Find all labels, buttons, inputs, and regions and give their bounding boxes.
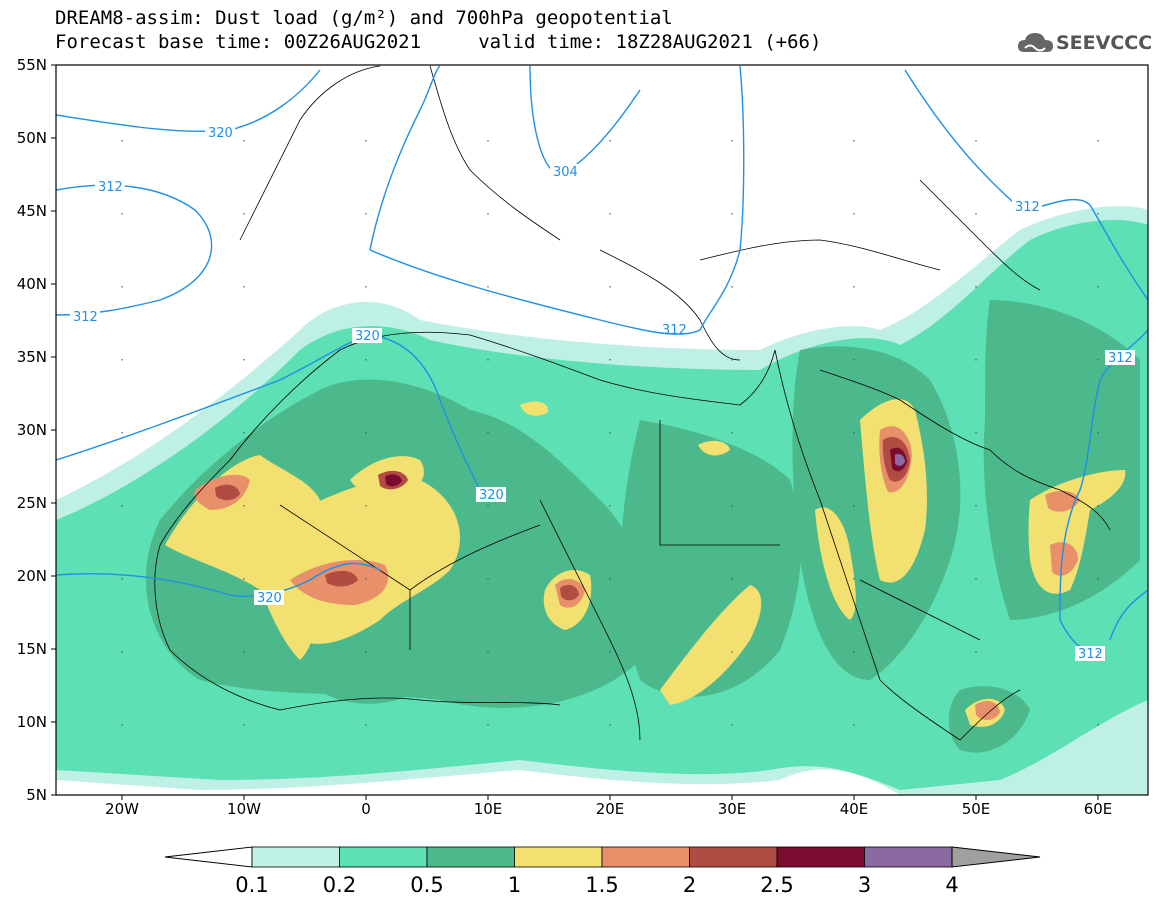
lat-tick-label: 50N (17, 129, 47, 147)
map-title-line1: DREAM8-assim: Dust load (g/m²) and 700hP… (55, 7, 673, 29)
colorbar: 0.1 0.2 0.5 1 1.5 2 2.5 3 4 (164, 846, 1041, 897)
contour-label: 312 (1078, 647, 1103, 662)
lat-tick-label: 35N (17, 348, 47, 366)
contour-label: 312 (73, 310, 98, 325)
lon-tick-label: 10W (227, 800, 261, 818)
contour-label: 312 (662, 323, 687, 338)
lat-tick-label: 40N (17, 275, 47, 293)
seevccc-logo: SEEVCCC (1016, 28, 1156, 58)
colorbar-label: 2 (683, 873, 696, 897)
lat-tick-label: 55N (17, 56, 47, 74)
lon-tick-label: 20E (596, 800, 625, 818)
colorbar-label: 2.5 (760, 873, 793, 897)
colorbar-label: 1 (508, 873, 521, 897)
colorbar-label: 0.2 (323, 873, 356, 897)
contour-label: 312 (98, 180, 123, 195)
dust-level-3 (895, 453, 905, 466)
colorbar-label: 1.5 (585, 873, 618, 897)
colorbar-bin (864, 846, 953, 868)
colorbar-bin (251, 846, 340, 868)
colorbar-upper-arrow (951, 846, 1041, 868)
contour-label: 304 (553, 165, 578, 180)
contour-label: 320 (208, 126, 233, 141)
colorbar-label: 4 (945, 873, 958, 897)
lat-tick-label: 5N (26, 786, 47, 804)
colorbar-label: 3 (858, 873, 871, 897)
coastlines (154, 65, 1111, 741)
lat-tick-label: 15N (17, 640, 47, 658)
lon-tick-label: 40E (840, 800, 869, 818)
colorbar-label: 0.1 (235, 873, 268, 897)
lat-tick-label: 10N (17, 713, 47, 731)
lon-tick-label: 50E (962, 800, 991, 818)
lat-tick-label: 20N (17, 567, 47, 585)
lon-tick-label: 10E (474, 800, 503, 818)
contour-label: 312 (1015, 200, 1040, 215)
lat-tick-label: 45N (17, 202, 47, 220)
lon-tick-label: 20W (105, 800, 139, 818)
lat-tick-label: 25N (17, 494, 47, 512)
contour-label: 312 (1108, 351, 1133, 366)
latitude-axis: 55N 50N 45N 40N 35N 30N 25N 20N 15N 10N 5N (17, 56, 56, 804)
dust-field (56, 206, 1148, 795)
lon-tick-label: 30E (718, 800, 747, 818)
colorbar-bin (339, 846, 428, 868)
contour-label: 320 (479, 488, 504, 503)
lon-tick-label: 0 (361, 800, 371, 818)
geopotential-contours (56, 65, 1148, 651)
colorbar-bin (601, 846, 690, 868)
longitude-axis: 20W 10W 0 10E 20E 30E 40E 50E 60E (105, 140, 1112, 818)
colorbar-bin (514, 846, 603, 868)
map-title-line2: Forecast base time: 00Z26AUG2021 valid t… (55, 31, 822, 53)
colorbar-bin (689, 846, 778, 868)
lon-tick-label: 60E (1084, 800, 1113, 818)
logo-text: SEEVCCC (1056, 32, 1153, 54)
contour-label: 320 (257, 591, 282, 606)
contour-label-group: 320 312 312 304 312 312 320 320 320 312 … (70, 125, 1135, 662)
contour-label: 320 (355, 329, 380, 344)
cloud-icon (1018, 33, 1053, 52)
colorbar-lower-arrow (164, 846, 253, 868)
colorbar-bin (776, 846, 865, 868)
colorbar-bin (426, 846, 515, 868)
lat-tick-label: 30N (17, 421, 47, 439)
colorbar-label: 0.5 (410, 873, 443, 897)
